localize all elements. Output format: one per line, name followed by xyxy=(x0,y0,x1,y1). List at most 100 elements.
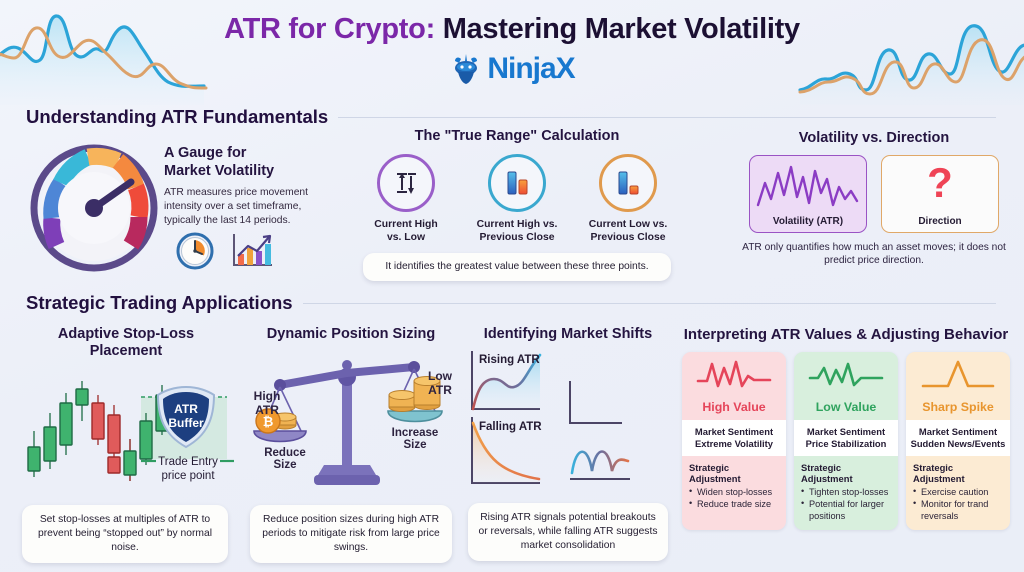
adjustment-heading: Strategic Adjustment xyxy=(913,462,965,485)
adjustment-heading: Strategic Adjustment xyxy=(689,462,741,485)
title-line-2: Placement xyxy=(89,343,163,360)
reduce-size-label: Reduce Size xyxy=(254,447,316,471)
true-range-item-high-close: Current High vs. Previous Close xyxy=(467,154,567,244)
label-line-2: Previous Close xyxy=(590,232,666,243)
stop-loss-title: Adaptive Stop-Loss Placement xyxy=(8,326,244,361)
gauge-mini-icons xyxy=(176,232,274,270)
interpret-card-sharp-spike: Sharp Spike Market Sentiment Sudden News… xyxy=(906,352,1010,531)
reduce-line2: Size xyxy=(273,459,297,472)
gauge-heading-line2: Market Volatility xyxy=(164,162,275,179)
true-range-block: The "True Range" Calculation Current Hig… xyxy=(352,128,682,244)
title-line-1: Adaptive Stop-Loss xyxy=(57,326,195,342)
gauge-heading-line1: A Gauge for xyxy=(164,145,247,161)
adjustment-item: Potential for larger positions xyxy=(801,497,892,522)
high-volatility-spark-icon xyxy=(682,352,786,400)
clock-icon xyxy=(176,232,214,270)
interpret-card-low-value: Low Value Market Sentiment Price Stabili… xyxy=(794,352,898,531)
stop-loss-callout: Set stop-losses at multiples of ATR to p… xyxy=(22,505,228,563)
volatility-direction-cards: Volatility (ATR) ? Direction xyxy=(738,155,1010,233)
market-shifts-callout: Rising ATR signals potential breakouts o… xyxy=(468,503,668,561)
svg-text:₿: ₿ xyxy=(263,414,274,429)
market-shifts-column: Identifying Market Shifts xyxy=(462,326,674,497)
interpret-card-sentiment: Market Sentiment Sudden News/Events xyxy=(906,420,1010,457)
sentiment-value: Price Stabilization xyxy=(805,438,887,450)
true-range-item-high-low: Current High vs. Low xyxy=(356,154,456,244)
adjustment-item: Exercise caution xyxy=(913,485,1004,498)
sentiment-value: Extreme Volatility xyxy=(695,438,773,450)
adjustment-item: Tighten stop-losses xyxy=(801,485,892,498)
adjustment-list: Exercise caution Monitor for trand rever… xyxy=(913,485,1004,522)
gauge-body: ATR measures price movement intensity ov… xyxy=(164,187,309,226)
market-shifts-title: Identifying Market Shifts xyxy=(483,326,653,342)
low-atr-line2: ATR xyxy=(428,383,452,398)
true-range-label: Current High vs. Previous Close xyxy=(467,218,567,244)
section-header-fundamentals: Understanding ATR Fundamentals xyxy=(26,106,996,128)
true-range-items: Current High vs. Low xyxy=(352,154,682,244)
high-atr-line1: High xyxy=(253,389,281,404)
speedometer-gauge-icon xyxy=(30,144,158,272)
candlestick-chart: ATR Buffer Trade Entry price point xyxy=(8,369,244,497)
label-line-2: Previous Close xyxy=(479,232,555,243)
adjustment-item: Widen stop-losses xyxy=(689,485,780,498)
sentiment-value: Sudden News/Events xyxy=(910,438,1006,450)
high-atr-label: High ATR xyxy=(246,389,288,417)
stop-loss-column: Adaptive Stop-Loss Placement xyxy=(8,326,244,497)
page-header: ATR for Crypto: Mastering Market Volatil… xyxy=(0,13,1024,86)
volatility-direction-title: Volatility vs. Direction xyxy=(798,130,950,146)
interpret-card-sentiment: Market Sentiment Price Stabilization xyxy=(794,420,898,457)
vertical-range-arrows-icon xyxy=(377,154,435,212)
interpret-card-adjustment: Strategic Adjustment Widen stop-losses R… xyxy=(682,456,786,518)
section-header-applications: Strategic Trading Applications xyxy=(26,292,996,314)
direction-card-caption: Direction xyxy=(918,216,962,227)
interpret-card-name: Sharp Spike xyxy=(922,400,994,414)
divider-line xyxy=(302,302,996,304)
label-line-1: Current Low vs. xyxy=(588,219,668,230)
interpret-card-name: High Value xyxy=(702,400,766,414)
low-volatility-spark-icon xyxy=(794,352,898,400)
interpret-card-adjustment: Strategic Adjustment Exercise caution Mo… xyxy=(906,456,1010,530)
gauge-block: A Gauge for Market Volatility ATR measur… xyxy=(24,140,324,280)
balance-scale-diagram: ₿ High ATR Low ATR Reduce xyxy=(244,347,458,497)
adjustment-list: Widen stop-losses Reduce trade size xyxy=(689,485,780,510)
trade-entry-line1: Trade Entry xyxy=(158,456,218,468)
sentiment-heading: Market Sentiment xyxy=(806,426,886,437)
two-bars-icon xyxy=(488,154,546,212)
volatility-vs-direction-block: Volatility vs. Direction Volatility (ATR… xyxy=(738,130,1010,268)
spike-spark-icon xyxy=(906,352,1010,400)
zigzag-volatility-icon xyxy=(756,165,859,207)
interpret-card-high-value: High Value Market Sentiment Extreme Vola… xyxy=(682,352,786,531)
shield-label-atr: ATR xyxy=(174,402,198,416)
interpreting-column: Interpreting ATR Values & Adjusting Beha… xyxy=(676,326,1016,531)
adjustment-item: Monitor for trand reversals xyxy=(913,497,1004,522)
label-line-1: Current High vs. xyxy=(476,219,558,230)
true-range-label: Current High vs. Low xyxy=(356,218,456,244)
interpreting-cards: High Value Market Sentiment Extreme Vola… xyxy=(676,352,1016,531)
increase-size-label: Increase Size xyxy=(382,427,448,451)
section-title-fundamentals: Understanding ATR Fundamentals xyxy=(26,106,329,127)
page-title: ATR for Crypto: Mastering Market Volatil… xyxy=(0,13,1024,46)
true-range-callout: It identifies the greatest value between… xyxy=(363,253,671,281)
trade-entry-line2: price point xyxy=(161,470,215,482)
interpret-card-adjustment: Strategic Adjustment Tighten stop-losses… xyxy=(794,456,898,530)
interpret-card-name: Low Value xyxy=(815,400,877,414)
position-sizing-callout: Reduce position sizes during high ATR pe… xyxy=(250,505,452,563)
market-shifts-charts: Rising ATR Falling ATR xyxy=(462,347,674,497)
balance-scale-icon: ₿ xyxy=(253,360,443,486)
brand-logo: NinjaX xyxy=(0,52,1024,86)
direction-card: ? Direction xyxy=(881,155,999,233)
true-range-title: The "True Range" Calculation xyxy=(414,128,620,144)
question-mark-icon: ? xyxy=(927,159,953,206)
reduce-line1: Reduce xyxy=(264,447,306,460)
candlestick-svg: ATR Buffer Trade Entry price point xyxy=(27,380,234,482)
ninja-mask-icon xyxy=(455,53,478,84)
volatility-card: Volatility (ATR) xyxy=(749,155,867,233)
falling-atr-label: Falling ATR xyxy=(479,421,542,433)
increase-line2: Size xyxy=(403,439,427,452)
label-line-2: vs. Low xyxy=(386,232,426,243)
position-sizing-column: Dynamic Position Sizing ₿ xyxy=(244,326,458,497)
adjustment-item: Reduce trade size xyxy=(689,497,780,510)
sentiment-heading: Market Sentiment xyxy=(918,426,998,437)
increase-line1: Increase xyxy=(391,427,439,440)
bar-chart-growth-icon xyxy=(233,234,272,266)
